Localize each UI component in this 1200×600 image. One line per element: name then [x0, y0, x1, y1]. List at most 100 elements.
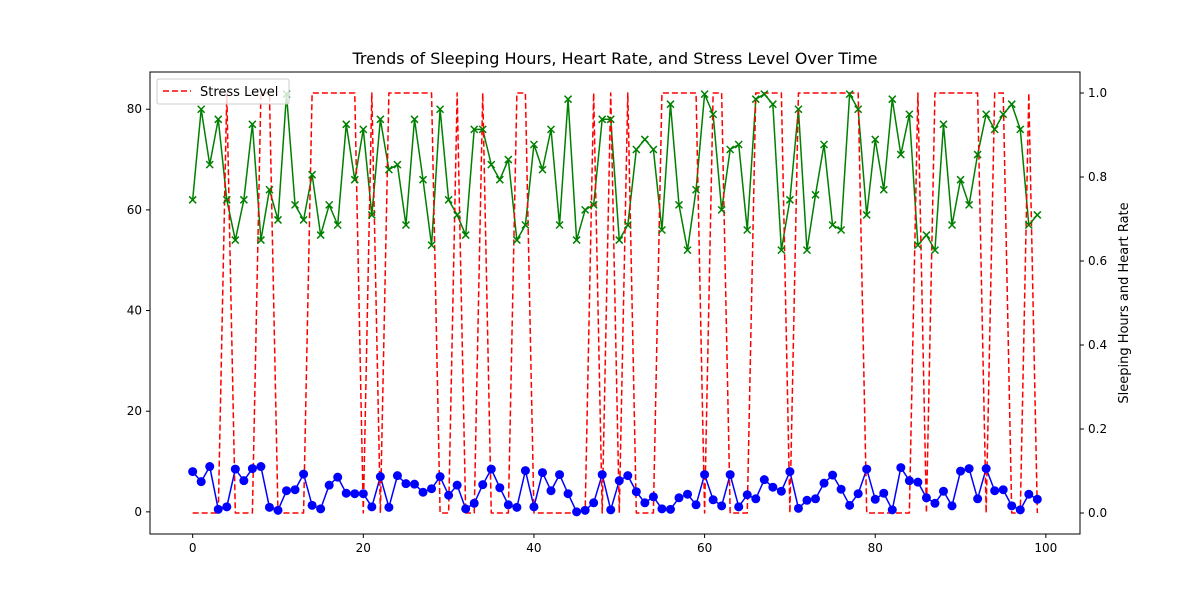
series-0-point — [264, 502, 274, 512]
series-0-point — [921, 493, 931, 503]
series-0-point — [887, 505, 897, 515]
y-right-tick-label: 0.6 — [1088, 254, 1107, 268]
series-1-point — [367, 210, 376, 219]
x-tick-label: 100 — [1034, 541, 1057, 555]
series-0-point — [307, 500, 317, 510]
series-1-point — [999, 110, 1008, 119]
series-1-point — [845, 90, 854, 99]
series-0-point — [657, 504, 667, 514]
series-0-point — [230, 464, 240, 474]
series-0-point — [196, 477, 206, 487]
y-right-tick-label: 0.8 — [1088, 170, 1107, 184]
series-0-point — [751, 494, 761, 504]
series-0-point — [853, 489, 863, 499]
series-0-point — [358, 489, 368, 499]
series-1-point — [982, 110, 991, 119]
series-0-point — [759, 475, 769, 485]
x-axis: 0 20 40 60 80 100 — [189, 534, 1057, 555]
series-1-point — [666, 100, 675, 109]
series-0-point — [503, 500, 513, 510]
series-1-point — [854, 105, 863, 114]
series-line-1 — [191, 93, 1038, 251]
x-tick-label: 0 — [189, 541, 197, 555]
series-0-point — [563, 489, 573, 499]
series-0-point — [802, 495, 812, 505]
series-0-point — [546, 486, 556, 496]
series-0-point — [537, 468, 547, 478]
series-0-point — [708, 495, 718, 505]
series-0-point — [819, 478, 829, 488]
series-1-point — [879, 185, 888, 194]
series-1-point — [256, 236, 265, 245]
series-1-point — [427, 241, 436, 250]
series-1-point — [325, 200, 334, 209]
series-1-point — [700, 90, 709, 99]
series-0-point — [674, 493, 684, 503]
y-right-tick-label: 1.0 — [1088, 86, 1107, 100]
series-1-point — [649, 145, 658, 154]
series-1-point — [811, 190, 820, 199]
series-1-point — [265, 185, 274, 194]
series-1-point — [564, 95, 573, 104]
series-1-point — [632, 145, 641, 154]
series-0-point — [870, 494, 880, 504]
series-1-point — [905, 110, 914, 119]
series-0-point — [981, 464, 991, 474]
series-0-point — [904, 476, 914, 486]
series-line-0 — [192, 465, 1038, 513]
series-0-point — [614, 476, 624, 486]
series-1-point — [709, 110, 718, 119]
series-1-point — [188, 195, 197, 204]
legend: Stress Level — [156, 78, 290, 105]
series-0-point — [930, 498, 940, 508]
series-0-point — [435, 472, 445, 482]
series-1-point — [333, 220, 342, 230]
series-1-point — [760, 90, 769, 99]
series-0-point — [461, 504, 471, 514]
series-0-point — [998, 485, 1008, 495]
series-0-point — [213, 504, 223, 514]
series-1-point — [273, 215, 283, 224]
series-0-point — [478, 480, 488, 490]
series-1-point — [444, 195, 453, 204]
series-1-point — [555, 220, 564, 230]
series-1-point — [939, 120, 948, 129]
series-0-point — [896, 463, 906, 473]
y-left-tick-label: 20 — [127, 404, 142, 418]
y-left-tick-label: 60 — [127, 203, 142, 217]
series-1-point — [1016, 125, 1025, 134]
series-1-point — [376, 115, 385, 124]
series-1-point — [623, 220, 632, 230]
series-0-point — [316, 504, 326, 514]
plot-frame — [149, 71, 1081, 535]
series-1-point — [239, 195, 248, 204]
series-1-point — [222, 195, 231, 204]
series-0-point — [205, 462, 215, 472]
series-0-point — [299, 469, 309, 479]
series-1-point — [436, 105, 445, 114]
series-1-point — [871, 135, 880, 144]
series-0-point — [495, 483, 505, 493]
series-0-point — [665, 504, 675, 514]
series-1-point — [674, 200, 684, 209]
series-1-point — [529, 140, 538, 149]
series-0-point — [239, 476, 249, 486]
series-1-point — [1024, 220, 1033, 230]
x-tick-label: 40 — [526, 541, 541, 555]
series-0-point — [811, 494, 821, 504]
series-0-point — [273, 505, 283, 515]
series-1-point — [913, 241, 922, 250]
series-0-point — [793, 503, 803, 513]
y-left-tick-label: 0 — [134, 505, 142, 519]
series-1-point — [640, 135, 649, 144]
series-1-point — [495, 175, 504, 184]
series-1-point — [717, 205, 726, 214]
series-1-point — [589, 200, 598, 209]
series-1-point — [1007, 100, 1016, 109]
series-1-point — [751, 95, 760, 104]
series-1-point — [453, 210, 462, 219]
series-0-point — [1015, 505, 1025, 515]
series-1-point — [521, 220, 530, 230]
series-1-point — [350, 175, 359, 184]
series-1-point — [231, 236, 240, 245]
